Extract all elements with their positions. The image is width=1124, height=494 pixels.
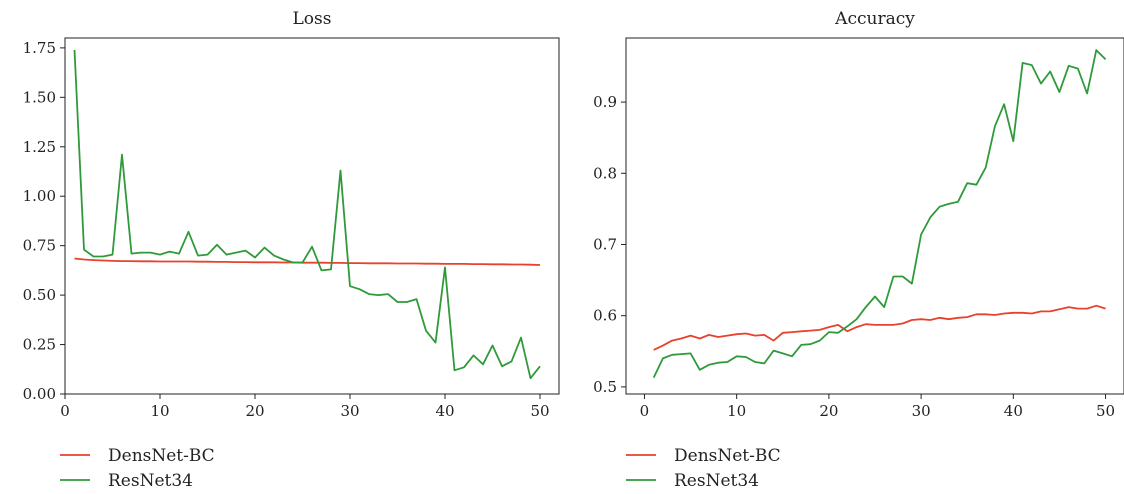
- x-tick-label: 10: [727, 402, 746, 420]
- loss-chart: Loss 0 10 20 30 40 50 0.00 0.25 0.50 0.75 1.00 1.25 1…: [23, 9, 560, 491]
- y-tick-label: 1.50: [23, 88, 56, 106]
- chart-title: Loss: [293, 9, 332, 29]
- y-tick-label: 0.9: [593, 93, 617, 111]
- x-tick-label: 0: [60, 402, 70, 420]
- series-line-resnet34: [73, 49, 541, 380]
- legend-label: ResNet34: [674, 471, 759, 491]
- chart-title: Accuracy: [834, 9, 915, 29]
- x-tick-label: 40: [1004, 402, 1023, 420]
- x-tick-label: 30: [912, 402, 931, 420]
- x-tick-label: 40: [435, 402, 454, 420]
- y-tick-label: 0.75: [23, 237, 56, 255]
- series-line-densnet-bc: [74, 257, 541, 266]
- y-tick-label: 1.00: [23, 187, 56, 205]
- y-tick-label: 0.50: [23, 286, 56, 304]
- plot-frame: [64, 37, 560, 395]
- plot-frame: [625, 37, 1124, 395]
- y-tick-label: 1.75: [23, 39, 56, 57]
- y-tick-label: 0.6: [593, 307, 617, 325]
- y-tick-label: 1.25: [23, 138, 56, 156]
- legend-label: DensNet-BC: [108, 446, 215, 466]
- x-tick-label: 50: [530, 402, 549, 420]
- y-tick-label: 0.25: [23, 336, 56, 354]
- y-tick-label: 0.00: [23, 385, 56, 403]
- x-tick-label: 10: [150, 402, 169, 420]
- legend-label: DensNet-BC: [674, 446, 781, 466]
- legend-label: ResNet34: [108, 471, 193, 491]
- y-tick-label: 0.5: [593, 378, 617, 396]
- accuracy-chart: Accuracy 0 10 20 30 40 50 0.5 0.6 0.7 0.8 0.9 DensNe…: [593, 9, 1124, 491]
- series-line-resnet34: [652, 49, 1107, 378]
- x-tick-label: 20: [245, 402, 264, 420]
- series-line-densnet-bc: [653, 304, 1106, 351]
- x-tick-label: 0: [640, 402, 650, 420]
- x-tick-label: 50: [1096, 402, 1115, 420]
- y-tick-label: 0.7: [593, 235, 617, 253]
- x-tick-label: 30: [340, 402, 359, 420]
- x-tick-label: 20: [819, 402, 838, 420]
- y-tick-label: 0.8: [593, 164, 617, 182]
